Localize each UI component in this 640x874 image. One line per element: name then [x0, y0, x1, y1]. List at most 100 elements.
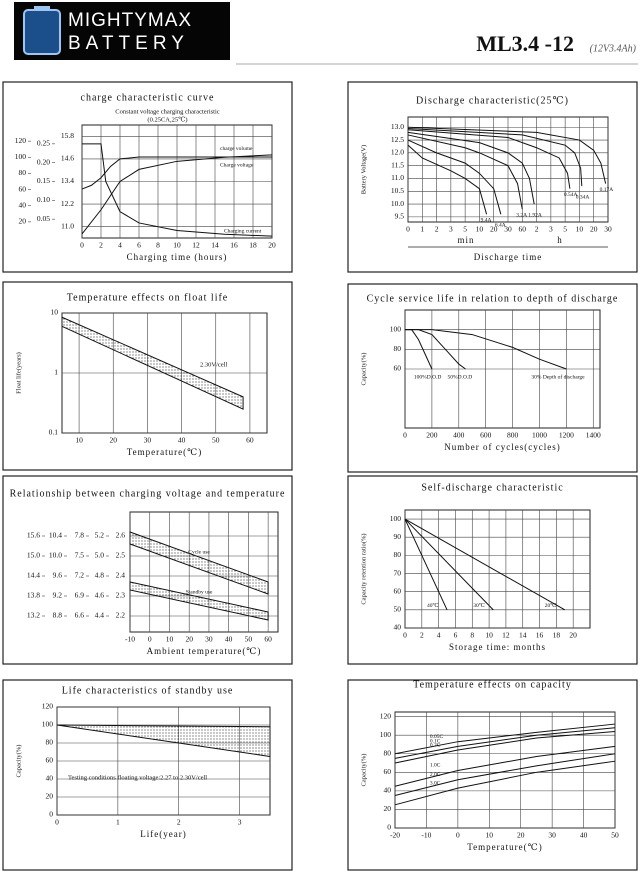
panel: [347, 679, 638, 871]
x-tick-label: 8: [470, 631, 474, 640]
panel-title: Relationship between charging voltage an…: [10, 488, 286, 499]
y-tick-label: 7.2: [75, 571, 85, 580]
y-tick-label: 60: [46, 756, 54, 765]
x-tick-label: 30: [205, 635, 213, 644]
y-tick-label: 60: [19, 184, 27, 193]
y-tick-label: 0.20: [37, 157, 50, 166]
y-tick-label: 10.0: [391, 199, 404, 208]
band: [129, 531, 269, 595]
y-tick-label: 40: [46, 774, 54, 783]
y-tick-label: 2.6: [116, 531, 126, 540]
y-tick-label: 15.8: [61, 131, 74, 140]
panel: [347, 81, 638, 273]
x-tick-label: 1200: [559, 431, 574, 440]
curve: [394, 723, 616, 755]
y-tick-label: 12.5: [391, 135, 404, 144]
y-tick-label: 80: [19, 168, 27, 177]
y-tick-label: 9.5: [395, 212, 405, 221]
model: ML3.4 -12: [476, 31, 574, 56]
panel-title: Cycle service life in relation to depth …: [367, 293, 619, 304]
x-tick-label: 1: [116, 818, 120, 827]
panel-title: charge characteristic curve: [81, 92, 215, 103]
x-tick-label: 4: [118, 241, 122, 250]
x-axis-label: Storage time: months: [449, 642, 546, 652]
panel-title: Discharge characteristic(25℃): [416, 95, 569, 106]
curve: [407, 128, 583, 187]
y-tick-label: 6.6: [75, 611, 85, 620]
curve-label: 3.2A: [516, 212, 527, 218]
curve-label: 100%D.O.D: [414, 374, 442, 380]
y-tick-label: 80: [46, 738, 54, 747]
panel-note: 2.30V/cell: [200, 361, 227, 368]
x-tick-label: 20: [110, 436, 118, 445]
curve: [405, 329, 567, 370]
y-tick-label: 15.0: [27, 551, 40, 560]
curve: [407, 126, 607, 184]
curve-label: 9.4A: [481, 218, 492, 224]
panel: [2, 475, 293, 665]
x-tick-label: 2: [420, 631, 424, 640]
x-tick-label: 20: [268, 241, 276, 250]
y-tick-label: 13.4: [61, 176, 74, 185]
y-tick-label: 80: [384, 748, 392, 757]
brand-sub: BATTERY: [68, 33, 189, 54]
curve-label: 0.54A: [564, 192, 578, 198]
curve: [394, 730, 616, 764]
y-tick-label: 0.15: [37, 176, 50, 185]
model-spec: (12V3.4Ah): [590, 43, 637, 54]
x-tick-label: 50: [212, 436, 220, 445]
x-tick-label: 10: [485, 631, 493, 640]
x-tick-label: 10: [576, 225, 584, 234]
y-tick-label: 7.5: [75, 551, 85, 560]
x-group-label: min: [457, 235, 474, 245]
x-tick-label: 10: [476, 225, 484, 234]
panel: [2, 281, 293, 471]
x-tick-label: -10: [125, 635, 135, 644]
curve: [394, 745, 616, 787]
y-axis-label: Capacity(%): [15, 745, 22, 778]
y-tick-label: 11.0: [61, 221, 74, 230]
x-tick-label: 30: [144, 436, 152, 445]
y-tick-label: 60: [394, 586, 402, 595]
y-tick-label: 40: [384, 786, 392, 795]
y-tick-label: 90: [394, 532, 402, 541]
y-tick-label: 100: [390, 324, 402, 333]
x-tick-label: 30: [604, 225, 612, 234]
brand-name: MIGHTYMAX: [68, 10, 192, 31]
x-tick-label: 0: [456, 831, 460, 840]
x-axis-label: Ambient temperature(℃): [147, 646, 262, 656]
y-tick-label: 20: [384, 804, 392, 813]
curve: [394, 753, 616, 797]
y-tick-label: 14.4: [27, 571, 40, 580]
x-tick-label: 60: [519, 225, 527, 234]
curve: [407, 139, 502, 215]
x-tick-label: 12: [502, 631, 510, 640]
logo-battery: [23, 9, 61, 55]
band-label: Cycle use: [188, 549, 210, 555]
y-tick-label: 14.6: [61, 154, 74, 163]
y-tick-label: 60: [384, 767, 392, 776]
curve-label: 40℃: [427, 602, 439, 609]
x-tick-label: 3: [238, 818, 242, 827]
x-tick-label: 0: [403, 631, 407, 640]
y-tick-label: 70: [394, 568, 402, 577]
y-axis-label: Battery Voltage(V): [360, 145, 367, 194]
y-tick-label: 80: [394, 550, 402, 559]
curve-label: 0.1C: [430, 739, 441, 745]
x-tick-label: 8: [156, 241, 160, 250]
x-tick-label: 400: [453, 431, 465, 440]
y-tick-label: 10.4: [49, 531, 62, 540]
y-tick-label: 0.10: [37, 195, 50, 204]
y-tick-label: 9.6: [53, 571, 63, 580]
y-tick-label: 100: [390, 514, 402, 523]
y-tick-label: 13.2: [27, 611, 40, 620]
y-tick-label: 10.0: [49, 551, 62, 560]
x-tick-label: 6: [454, 631, 458, 640]
y-tick-label: 120: [380, 711, 392, 720]
y-tick-label: 4.4: [95, 611, 105, 620]
y-tick-label: 12.2: [61, 199, 74, 208]
y-tick-label: 4.8: [95, 571, 105, 580]
y-tick-label: 100: [42, 720, 54, 729]
curve: [394, 760, 616, 806]
